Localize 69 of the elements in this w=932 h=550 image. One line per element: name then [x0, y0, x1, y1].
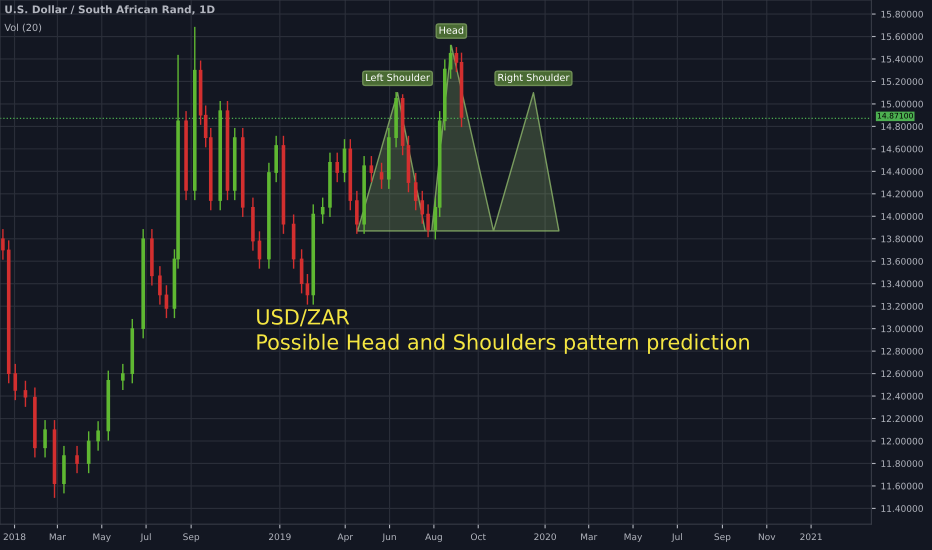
annotation: Possible Head and Shoulders pattern prediction	[257, 334, 749, 354]
y-tick-label: 13.80000	[881, 235, 923, 242]
y-tick-label: 15.00000	[881, 100, 923, 108]
x-tick-label: Oct	[470, 533, 486, 540]
candlestick	[258, 231, 262, 269]
y-tick-label: 11.40000	[881, 505, 923, 512]
candlestick	[448, 44, 452, 79]
candlestick	[43, 420, 47, 458]
x-tick-label: Sep	[714, 533, 730, 542]
y-tick-label: 15.60000	[881, 33, 923, 40]
candlestick	[420, 190, 424, 224]
y-tick-label: 15.40000	[881, 56, 923, 63]
x-tick-label: 2018	[4, 533, 26, 540]
y-tick-label: 12.80000	[881, 348, 923, 355]
y-tick-label: 14.60000	[881, 146, 923, 152]
candlestick	[86, 431, 90, 474]
candlestick	[306, 274, 310, 305]
y-tick-label: 13.20000	[881, 302, 923, 310]
y-tick-label: 14.40000	[881, 168, 923, 175]
x-tick-label: 2021	[800, 533, 822, 540]
chart-title: U.S. Dollar / South African Rand, 1D	[5, 5, 215, 15]
candlestick	[121, 364, 125, 390]
x-tick-label: Sep	[183, 533, 200, 542]
y-tick-label: 13.40000	[881, 280, 923, 288]
text: Vol (20)	[4, 24, 42, 32]
candlestick	[158, 266, 162, 305]
candlestick	[75, 446, 79, 474]
y-tick-label: 14.20000	[881, 190, 923, 198]
annotation: USD/ZAR	[257, 308, 350, 326]
y-tick-label: 12.20000	[881, 415, 923, 422]
x-tick-label: Jul	[671, 533, 682, 542]
annotation: Left Shoulder	[366, 74, 430, 82]
candlestick	[1, 229, 5, 260]
y-tick-label: 14.00000	[881, 213, 923, 220]
x-tick-label: Jun	[382, 533, 396, 542]
candlestick	[96, 421, 100, 451]
candlestick	[370, 156, 374, 182]
candlestick	[426, 204, 430, 238]
x-tick-label: May	[93, 533, 111, 542]
y-tick-label: 12.60000	[881, 370, 923, 378]
candlestick	[335, 152, 340, 182]
y-tick-label: 12.40000	[881, 392, 923, 400]
candlestick	[24, 380, 28, 407]
candlestick	[13, 364, 18, 400]
y-tick-label: 13.60000	[881, 258, 923, 265]
x-tick-label: 2019	[268, 533, 291, 540]
candlestick	[164, 285, 168, 318]
candlestick	[414, 172, 418, 210]
y-tick-label: 15.80000	[881, 10, 923, 18]
x-tick-label: Apr	[337, 533, 354, 542]
x-tick-label: Mar	[581, 533, 598, 540]
candlestick	[380, 162, 384, 189]
candlestick	[355, 190, 359, 234]
y-tick-label: 13.00000	[881, 325, 923, 332]
x-tick-label: 2020	[534, 533, 556, 540]
x-tick-label: Nov	[758, 533, 776, 540]
y-tick-label: 12.00000	[881, 438, 923, 445]
annotation: Head	[440, 26, 464, 34]
y-tick-label: 11.60000	[881, 482, 923, 490]
candlestick	[342, 139, 346, 182]
x-tick-label: May	[624, 533, 642, 542]
y-tick-label: 15.20000	[881, 78, 923, 86]
x-tick-label: Aug	[425, 533, 442, 542]
y-tick-label: 11.80000	[881, 460, 923, 468]
x-tick-label: Mar	[50, 533, 66, 540]
candlestick	[320, 198, 324, 224]
y-tick-label: 14.80000	[881, 123, 923, 130]
annotation: Right Shoulder	[498, 74, 570, 83]
x-tick-label: Jul	[140, 533, 151, 542]
